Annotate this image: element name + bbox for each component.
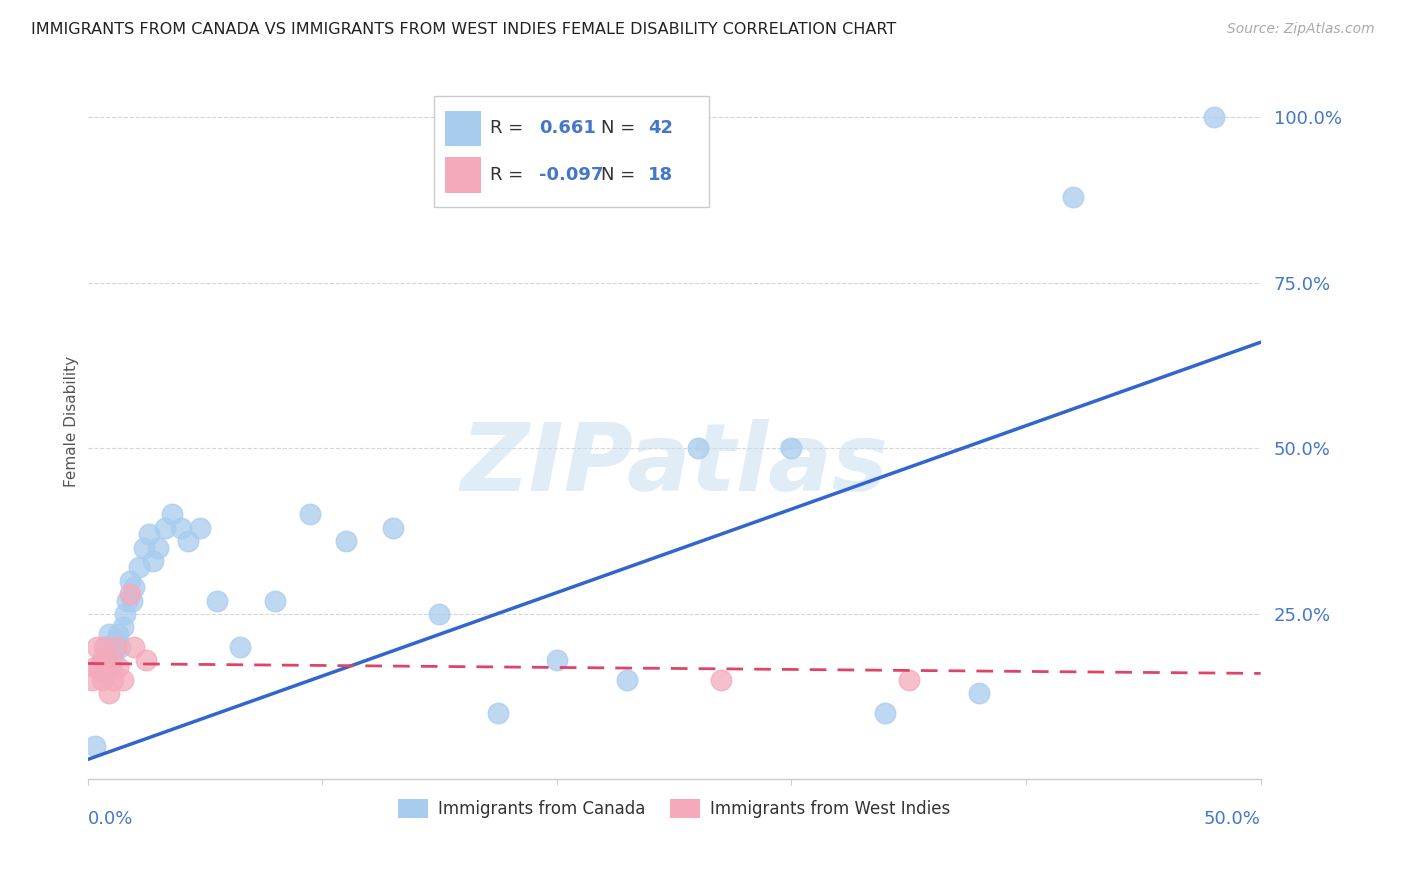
Point	[335, 533, 357, 548]
Point	[82, 673, 104, 687]
Text: IMMIGRANTS FROM CANADA VS IMMIGRANTS FROM WEST INDIES FEMALE DISABILITY CORRELAT: IMMIGRANTS FROM CANADA VS IMMIGRANTS FRO…	[31, 22, 896, 37]
Point	[299, 508, 322, 522]
Point	[100, 660, 122, 674]
Point	[710, 673, 733, 687]
Point	[124, 640, 146, 654]
Text: 50.0%: 50.0%	[1204, 810, 1261, 828]
Point	[780, 441, 803, 455]
Text: 42: 42	[648, 120, 673, 137]
Point	[1202, 110, 1225, 124]
Point	[875, 706, 897, 720]
Point	[90, 673, 112, 687]
FancyBboxPatch shape	[446, 111, 481, 146]
Point	[103, 647, 125, 661]
Point	[546, 653, 568, 667]
Point	[104, 640, 127, 654]
Point	[205, 593, 228, 607]
Point	[170, 521, 193, 535]
Point	[114, 607, 136, 621]
Y-axis label: Female Disability: Female Disability	[65, 356, 79, 487]
Point	[107, 626, 129, 640]
Point	[229, 640, 252, 654]
Point	[142, 554, 165, 568]
Text: Source: ZipAtlas.com: Source: ZipAtlas.com	[1227, 22, 1375, 37]
Point	[83, 739, 105, 754]
Point	[616, 673, 638, 687]
Point	[1062, 189, 1084, 203]
Point	[132, 541, 155, 555]
Point	[93, 666, 115, 681]
Point	[128, 560, 150, 574]
Legend: Immigrants from Canada, Immigrants from West Indies: Immigrants from Canada, Immigrants from …	[391, 792, 957, 825]
Text: 0.0%: 0.0%	[87, 810, 134, 828]
Point	[97, 686, 120, 700]
Text: 0.661: 0.661	[538, 120, 596, 137]
Point	[117, 593, 139, 607]
Point	[429, 607, 451, 621]
Text: R =: R =	[489, 166, 529, 184]
Point	[153, 521, 176, 535]
Point	[121, 593, 143, 607]
Point	[100, 660, 122, 674]
Point	[111, 673, 134, 687]
Point	[686, 441, 709, 455]
Point	[486, 706, 509, 720]
Point	[110, 640, 132, 654]
Point	[264, 593, 287, 607]
Point	[90, 653, 112, 667]
Point	[107, 660, 129, 674]
Point	[96, 640, 118, 654]
Point	[96, 653, 118, 667]
Point	[188, 521, 211, 535]
Point	[103, 673, 125, 687]
Point	[89, 660, 111, 674]
Point	[160, 508, 183, 522]
Point	[86, 640, 108, 654]
Point	[97, 626, 120, 640]
Text: -0.097: -0.097	[538, 166, 603, 184]
Point	[138, 527, 160, 541]
Point	[177, 533, 200, 548]
Point	[381, 521, 404, 535]
FancyBboxPatch shape	[433, 96, 709, 207]
Point	[93, 640, 115, 654]
FancyBboxPatch shape	[446, 157, 481, 193]
Point	[111, 620, 134, 634]
Point	[135, 653, 157, 667]
Point	[104, 633, 127, 648]
Text: 18: 18	[648, 166, 673, 184]
Point	[83, 660, 105, 674]
Text: R =: R =	[489, 120, 529, 137]
Text: N =: N =	[602, 166, 641, 184]
Point	[146, 541, 169, 555]
Point	[118, 574, 141, 588]
Point	[124, 580, 146, 594]
Point	[897, 673, 920, 687]
Text: N =: N =	[602, 120, 641, 137]
Point	[967, 686, 990, 700]
Point	[118, 587, 141, 601]
Text: ZIPatlas: ZIPatlas	[460, 418, 889, 510]
